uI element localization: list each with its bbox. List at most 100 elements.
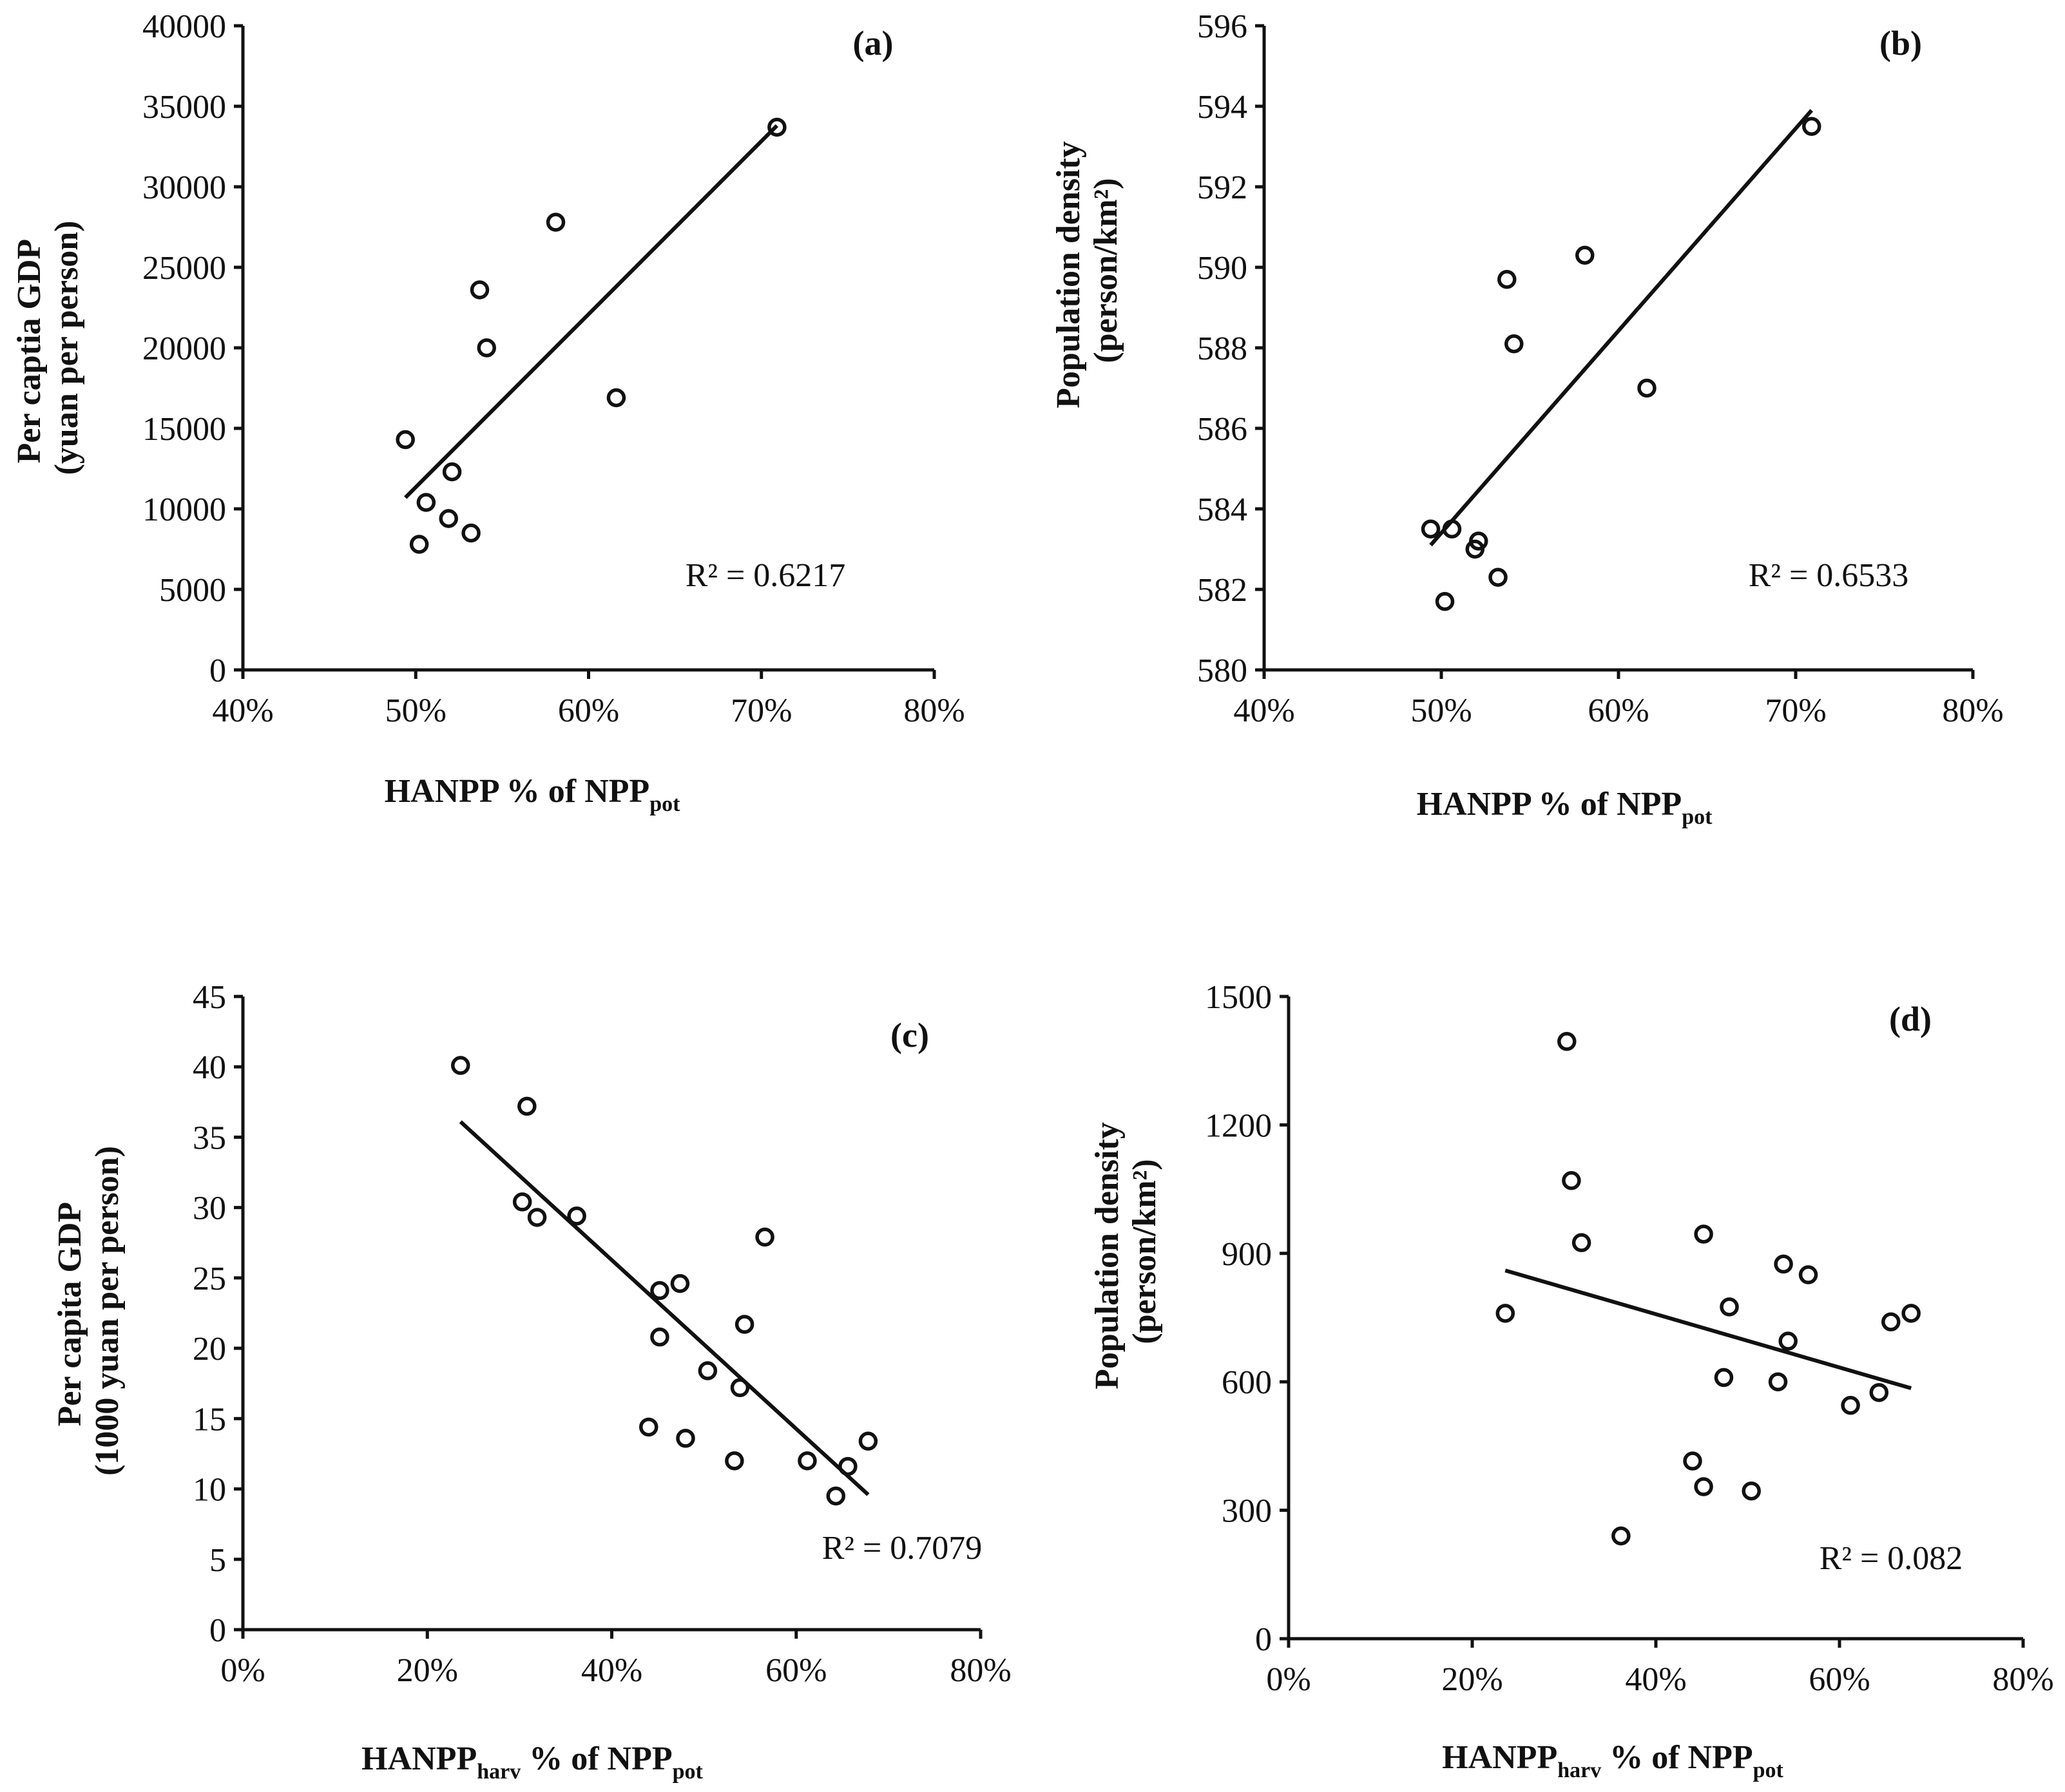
data-point — [767, 117, 787, 137]
y-tick-label: 30000 — [142, 169, 226, 206]
data-points — [451, 1056, 878, 1506]
x-tick-labels: 40% 50% 60% 70% 80% — [1233, 692, 2003, 729]
y-tick-label: 10 — [193, 1472, 226, 1509]
data-point — [396, 430, 415, 450]
y-axis-title-line-1: Per captia GDP — [11, 240, 48, 464]
y-axis-title-line-1: Population density — [1089, 1122, 1126, 1389]
x-axis-title-main: HANPP % of NPP — [1417, 786, 1682, 823]
x-tick-label: 0% — [220, 1652, 265, 1689]
trendline — [1429, 109, 1814, 547]
x-tick-labels: 0% 20% 40% 60% 80% — [220, 1652, 1011, 1689]
data-point — [698, 1361, 718, 1380]
data-point — [1435, 592, 1455, 611]
y-tick-label: 600 — [1222, 1364, 1272, 1401]
y-tick-labels: 0 5 10 15 20 25 30 35 40 45 — [193, 979, 226, 1649]
y-tick-labels: 0 5000 10000 15000 20000 25000 30000 35000 40000 — [142, 8, 226, 689]
y-tick-label: 10000 — [142, 491, 226, 528]
data-point — [527, 1208, 547, 1227]
x-axis-title: HANPP % of NPPpot — [1417, 786, 1713, 829]
data-point — [650, 1281, 669, 1301]
panel-c: 0 5 10 15 20 25 30 35 40 45 0% 20% 40% 60% 80% (c) R²… — [52, 979, 1012, 1784]
x-tick-label: 60% — [765, 1652, 827, 1689]
data-point — [1562, 1171, 1581, 1190]
x-tick-label: 80% — [903, 692, 965, 729]
x-tick-label: 80% — [950, 1652, 1011, 1689]
x-axis-title-main: HANPP — [361, 1740, 477, 1777]
y-tick-label: 20 — [193, 1331, 226, 1368]
x-axis-title-subscript: pot — [1753, 1759, 1784, 1782]
x-tick-label: 50% — [1410, 692, 1472, 729]
tick-marks — [1280, 995, 2025, 1648]
x-axis-title-rest: % of NPP — [1601, 1739, 1753, 1776]
y-tick-label: 300 — [1222, 1493, 1272, 1530]
y-tick-label: 582 — [1197, 572, 1247, 609]
r-squared-label: R² = 0.7079 — [822, 1530, 983, 1567]
data-point — [1488, 567, 1508, 587]
y-tick-labels: 0 300 600 900 1200 1500 — [1205, 979, 1272, 1658]
data-point — [725, 1451, 744, 1471]
data-point — [409, 535, 429, 554]
data-point — [1720, 1297, 1739, 1317]
y-axis-title-line-1: Per capita GDP — [52, 1203, 88, 1427]
y-tick-label: 25 — [193, 1261, 226, 1297]
data-point — [546, 213, 566, 232]
data-point — [1557, 1032, 1577, 1051]
data-point — [838, 1456, 858, 1476]
x-tick-labels: 0% 20% 40% 60% 80% — [1266, 1661, 2053, 1698]
x-axis-title: HANPPharv % of NPPpot — [361, 1740, 703, 1784]
data-point — [676, 1429, 695, 1448]
x-tick-label: 40% — [1233, 692, 1294, 729]
data-point — [1694, 1477, 1713, 1496]
y-tick-label: 584 — [1197, 491, 1247, 528]
x-tick-label: 40% — [1625, 1661, 1686, 1698]
y-tick-label: 15000 — [142, 411, 226, 448]
trendline — [1504, 1268, 1912, 1391]
data-point — [670, 1273, 690, 1293]
x-tick-label: 80% — [1992, 1661, 2053, 1698]
trendline-group — [1429, 109, 1814, 547]
x-axis-title-subscript: pot — [673, 1760, 704, 1784]
x-axis-title-main-subscript: harv — [1557, 1759, 1601, 1782]
data-point — [1881, 1312, 1901, 1331]
data-point — [1841, 1396, 1860, 1415]
data-point — [517, 1096, 537, 1116]
x-tick-label: 20% — [1441, 1661, 1503, 1698]
x-tick-label: 20% — [397, 1652, 458, 1689]
data-point — [1869, 1383, 1889, 1402]
y-tick-label: 0 — [1255, 1621, 1272, 1658]
y-tick-label: 45 — [193, 979, 226, 1016]
y-tick-label: 5000 — [159, 572, 226, 609]
data-point — [798, 1451, 817, 1471]
data-point — [1637, 378, 1657, 398]
r-squared-label: R² = 0.6533 — [1749, 557, 1909, 594]
data-point — [1495, 1304, 1515, 1323]
y-tick-label: 900 — [1222, 1236, 1272, 1273]
data-point — [858, 1431, 878, 1451]
data-point — [416, 493, 436, 512]
y-tick-label: 25000 — [142, 250, 226, 287]
y-tick-label: 35 — [193, 1120, 226, 1156]
x-tick-label: 80% — [1942, 692, 2003, 729]
panel-label: (d) — [1889, 1000, 1932, 1038]
y-tick-label: 594 — [1197, 89, 1247, 126]
data-point — [639, 1417, 658, 1437]
panel-a: 0 5000 10000 15000 20000 25000 30000 35000 40000… — [11, 8, 965, 816]
r-squared-label: R² = 0.082 — [1820, 1540, 1963, 1577]
y-tick-label: 590 — [1197, 250, 1247, 287]
data-point — [1442, 519, 1462, 539]
data-point — [1802, 117, 1821, 136]
trendline — [404, 124, 779, 499]
data-point — [1778, 1331, 1798, 1351]
x-tick-label: 50% — [385, 692, 447, 729]
y-axis-title: Per capita GDP (1000 yuan per person) — [52, 1146, 126, 1476]
y-tick-label: 15 — [193, 1401, 226, 1438]
y-tick-label: 40 — [193, 1049, 226, 1086]
y-tick-label: 40000 — [142, 8, 226, 45]
data-point — [1774, 1254, 1793, 1274]
panel-label: (a) — [853, 24, 894, 62]
y-axis-title: Per captia GDP (yuan per person) — [11, 221, 85, 475]
y-tick-label: 1500 — [1205, 979, 1272, 1016]
data-point — [461, 523, 481, 543]
data-point — [826, 1486, 846, 1506]
data-point — [1742, 1481, 1761, 1501]
